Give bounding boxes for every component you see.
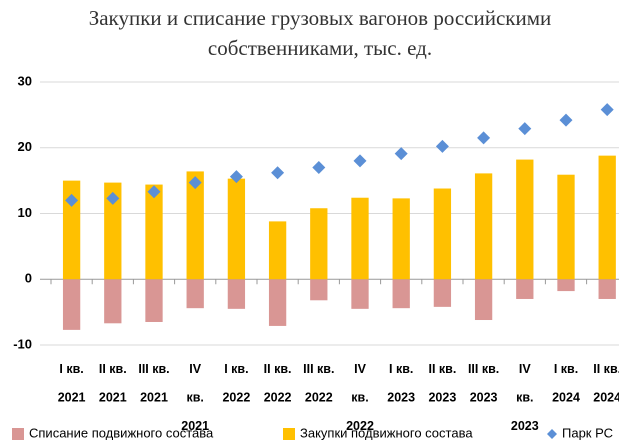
x-tick-label: IV кв. 2023 xyxy=(511,362,539,433)
y-tick-label: 0 xyxy=(25,271,32,286)
bar xyxy=(145,279,163,322)
bar xyxy=(186,171,204,280)
x-tick-label: I кв. 2022 xyxy=(222,362,250,405)
bar xyxy=(227,279,246,309)
y-tick-label: 30 xyxy=(18,73,32,88)
marker xyxy=(435,139,449,153)
bar xyxy=(104,182,122,280)
x-tick-label: III кв. 2021 xyxy=(138,362,169,405)
x-tick-label: III кв. 2022 xyxy=(303,362,334,405)
bar xyxy=(310,208,328,280)
x-tick-label: IV кв. 2022 xyxy=(346,362,374,433)
bar xyxy=(557,279,575,292)
x-tick-label: III кв. 2023 xyxy=(468,362,499,405)
bar xyxy=(474,279,493,321)
marker xyxy=(229,170,243,184)
marker xyxy=(188,176,202,190)
x-tick-label: I кв. 2024 xyxy=(552,362,580,405)
legend-swatch xyxy=(283,428,295,440)
x-tick-label: II кв. 2024 xyxy=(593,362,619,405)
bar xyxy=(62,279,81,330)
x-tick-label: II кв. 2022 xyxy=(264,362,292,405)
x-tick-label: IV кв. 2021 xyxy=(181,362,209,433)
marker xyxy=(518,122,532,136)
y-tick-label: 10 xyxy=(18,205,32,220)
bar xyxy=(557,174,575,280)
marker xyxy=(271,166,285,180)
bar xyxy=(351,197,369,280)
legend-label: Парк РС xyxy=(562,425,613,440)
bar xyxy=(516,159,534,280)
x-tick-label: II кв. 2023 xyxy=(428,362,456,405)
legend-marker xyxy=(547,429,557,439)
x-tick-label: II кв. 2021 xyxy=(99,362,127,405)
x-tick-label: I кв. 2021 xyxy=(58,362,86,405)
bar xyxy=(310,279,328,301)
legend-label: Списание подвижного состава xyxy=(29,425,214,440)
bar xyxy=(516,279,534,299)
bar xyxy=(145,184,163,280)
bar xyxy=(351,279,369,309)
x-tick-label: I кв. 2023 xyxy=(387,362,415,405)
y-tick-label: 20 xyxy=(18,139,32,154)
marker xyxy=(559,113,573,127)
marker xyxy=(106,191,120,205)
chart-title: Закупки и списание грузовых вагонов росс… xyxy=(89,6,552,60)
bar xyxy=(104,279,122,324)
marker xyxy=(600,103,614,117)
marker xyxy=(477,131,491,145)
bar xyxy=(474,173,493,280)
bar xyxy=(392,198,410,280)
bar xyxy=(433,188,452,280)
legend-label: Закупки подвижного состава xyxy=(300,425,473,440)
bar xyxy=(433,279,452,307)
marker xyxy=(353,154,367,168)
bar xyxy=(186,279,204,309)
bar xyxy=(598,155,616,280)
marker xyxy=(65,193,79,207)
bar xyxy=(392,279,410,309)
bar xyxy=(598,279,616,299)
marker xyxy=(394,147,408,161)
marker xyxy=(147,185,161,199)
bar xyxy=(268,279,287,326)
bar xyxy=(268,221,287,280)
legend-swatch xyxy=(12,428,24,440)
y-tick-label: -10 xyxy=(13,336,32,351)
bar xyxy=(227,178,246,280)
marker xyxy=(312,160,326,174)
bar xyxy=(62,180,81,280)
